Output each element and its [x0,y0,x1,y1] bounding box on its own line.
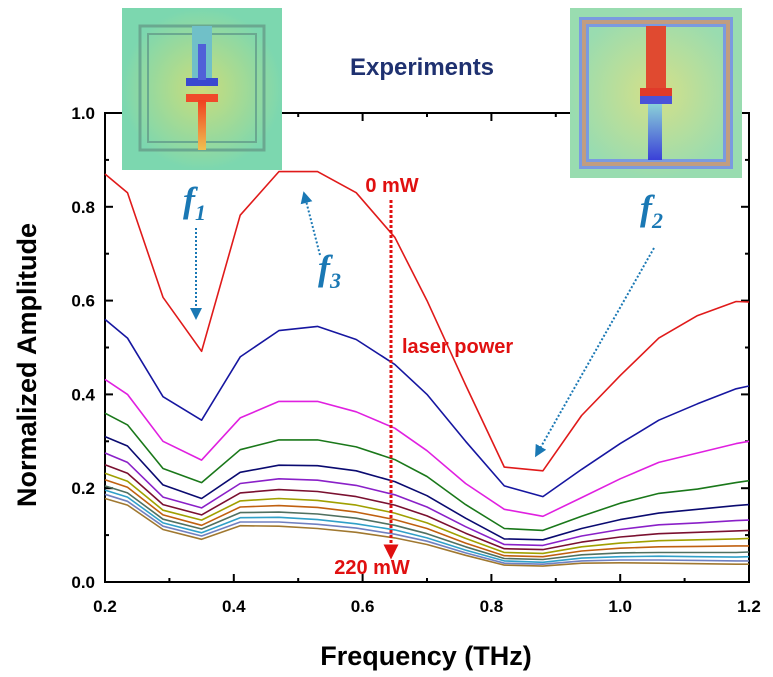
x-axis-title: Frequency (THz) [320,641,532,671]
y-tick-label: 1.0 [71,104,95,123]
x-tick-label: 0.6 [351,597,375,616]
series-line-10 [104,485,750,561]
series-line-3 [104,378,750,518]
f2-arrow [535,247,655,458]
svg-text:f1: f1 [183,180,206,225]
f3-label: f3 [318,248,341,293]
series-line-7 [104,464,750,551]
top-power-label: 0 mW [365,175,418,197]
series-line-1 [104,170,750,472]
x-tick-label: 0.8 [480,597,504,616]
svg-text:f2: f2 [640,188,663,233]
series-line-13 [104,497,749,567]
series-line-2 [104,318,750,498]
svg-text:f3: f3 [318,248,341,293]
x-tick-label: 0.4 [222,597,246,616]
series-line-6 [104,452,750,547]
chart-title: Experiments [350,54,494,81]
series-line-8 [104,472,750,555]
y-axis-ticks: 0.0 0.2 0.4 0.6 0.8 1.0 [71,104,749,592]
x-tick-label: 1.2 [737,597,761,616]
laser-power-label: laser power [402,336,513,358]
inset-field-map-f2 [570,8,742,178]
series-line-9 [104,479,749,558]
x-tick-label: 1.0 [608,597,632,616]
inset-field-map-f1 [122,8,282,170]
x-tick-label: 0.2 [93,597,117,616]
series-line-4 [104,412,750,532]
f1-label: f1 [183,180,206,225]
series-group [104,170,750,567]
x-axis-ticks: 0.2 0.4 0.6 0.8 1.0 1.2 [93,113,761,616]
y-tick-label: 0.4 [71,385,95,404]
y-tick-label: 0.2 [71,479,95,498]
series-line-11 [104,489,750,564]
y-tick-label: 0.6 [71,292,95,311]
y-axis-title: Normalized Amplitude [12,223,42,507]
series-line-5 [104,435,750,541]
f2-label: f2 [640,188,663,233]
y-tick-label: 0.0 [71,573,95,592]
series-line-12 [104,493,749,566]
f3-arrow [300,191,321,256]
bottom-power-label: 220 mW [334,557,410,579]
y-tick-label: 0.8 [71,198,95,217]
